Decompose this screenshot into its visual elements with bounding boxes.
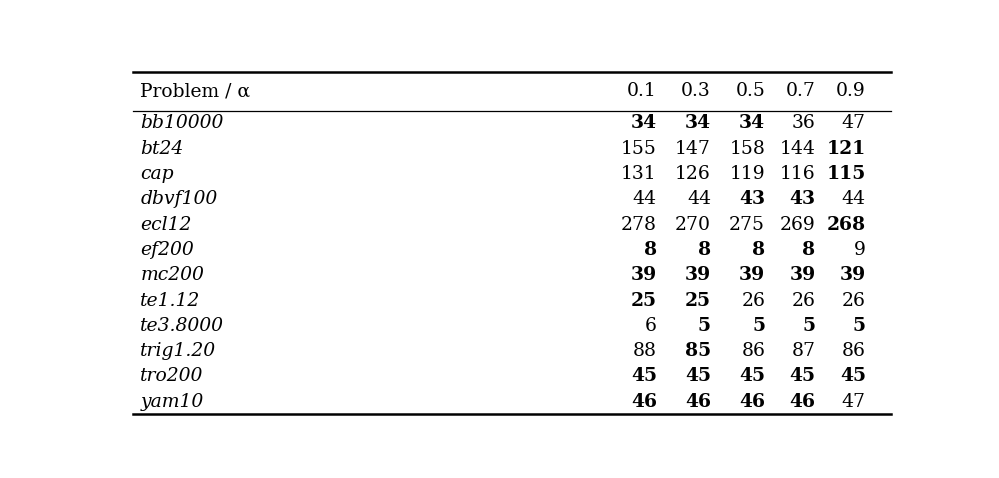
Text: Problem / α: Problem / α <box>140 82 251 100</box>
Text: trig1.20: trig1.20 <box>140 342 217 360</box>
Text: 39: 39 <box>840 266 866 284</box>
Text: 25: 25 <box>630 292 656 310</box>
Text: yam10: yam10 <box>140 393 204 411</box>
Text: 158: 158 <box>729 140 765 158</box>
Text: 46: 46 <box>739 393 765 411</box>
Text: dbvf100: dbvf100 <box>140 190 218 208</box>
Text: ef200: ef200 <box>140 241 194 259</box>
Text: 275: 275 <box>729 216 765 234</box>
Text: 47: 47 <box>842 114 866 132</box>
Text: 88: 88 <box>632 342 656 360</box>
Text: 26: 26 <box>842 292 866 310</box>
Text: 86: 86 <box>741 342 765 360</box>
Text: 5: 5 <box>698 317 711 335</box>
Text: 26: 26 <box>741 292 765 310</box>
Text: 34: 34 <box>739 114 765 132</box>
Text: 39: 39 <box>630 266 656 284</box>
Text: 85: 85 <box>685 342 711 360</box>
Text: 131: 131 <box>621 165 656 183</box>
Text: 116: 116 <box>780 165 815 183</box>
Text: 87: 87 <box>791 342 815 360</box>
Text: 268: 268 <box>827 216 866 234</box>
Text: 278: 278 <box>620 216 656 234</box>
Text: mc200: mc200 <box>140 266 204 284</box>
Text: 46: 46 <box>685 393 711 411</box>
Text: 0.7: 0.7 <box>785 82 815 100</box>
Text: 44: 44 <box>842 190 866 208</box>
Text: 5: 5 <box>752 317 765 335</box>
Text: cap: cap <box>140 165 174 183</box>
Text: 26: 26 <box>791 292 815 310</box>
Text: 9: 9 <box>854 241 866 259</box>
Text: 39: 39 <box>789 266 815 284</box>
Text: 0.5: 0.5 <box>735 82 765 100</box>
Text: 43: 43 <box>789 190 815 208</box>
Text: 8: 8 <box>698 241 711 259</box>
Text: 45: 45 <box>630 368 656 385</box>
Text: 0.3: 0.3 <box>681 82 711 100</box>
Text: 45: 45 <box>789 368 815 385</box>
Text: 46: 46 <box>789 393 815 411</box>
Text: 8: 8 <box>802 241 815 259</box>
Text: 47: 47 <box>842 393 866 411</box>
Text: 43: 43 <box>739 190 765 208</box>
Text: te3.8000: te3.8000 <box>140 317 225 335</box>
Text: 121: 121 <box>826 140 866 158</box>
Text: 6: 6 <box>645 317 656 335</box>
Text: 8: 8 <box>643 241 656 259</box>
Text: 39: 39 <box>685 266 711 284</box>
Text: 36: 36 <box>792 114 815 132</box>
Text: 144: 144 <box>779 140 815 158</box>
Text: te1.12: te1.12 <box>140 292 201 310</box>
Text: 44: 44 <box>632 190 656 208</box>
Text: 8: 8 <box>752 241 765 259</box>
Text: 45: 45 <box>739 368 765 385</box>
Text: 5: 5 <box>853 317 866 335</box>
Text: 5: 5 <box>802 317 815 335</box>
Text: ecl12: ecl12 <box>140 216 192 234</box>
Text: 39: 39 <box>739 266 765 284</box>
Text: bt24: bt24 <box>140 140 184 158</box>
Text: 45: 45 <box>685 368 711 385</box>
Text: 46: 46 <box>630 393 656 411</box>
Text: 119: 119 <box>729 165 765 183</box>
Text: bb10000: bb10000 <box>140 114 224 132</box>
Text: 269: 269 <box>780 216 815 234</box>
Text: 270: 270 <box>675 216 711 234</box>
Text: 0.1: 0.1 <box>627 82 656 100</box>
Text: 45: 45 <box>840 368 866 385</box>
Text: 25: 25 <box>685 292 711 310</box>
Text: 155: 155 <box>621 140 656 158</box>
Text: 126: 126 <box>675 165 711 183</box>
Text: 34: 34 <box>630 114 656 132</box>
Text: 115: 115 <box>826 165 866 183</box>
Text: 44: 44 <box>687 190 711 208</box>
Text: 34: 34 <box>685 114 711 132</box>
Text: tro200: tro200 <box>140 368 204 385</box>
Text: 0.9: 0.9 <box>836 82 866 100</box>
Text: 147: 147 <box>675 140 711 158</box>
Text: 86: 86 <box>842 342 866 360</box>
